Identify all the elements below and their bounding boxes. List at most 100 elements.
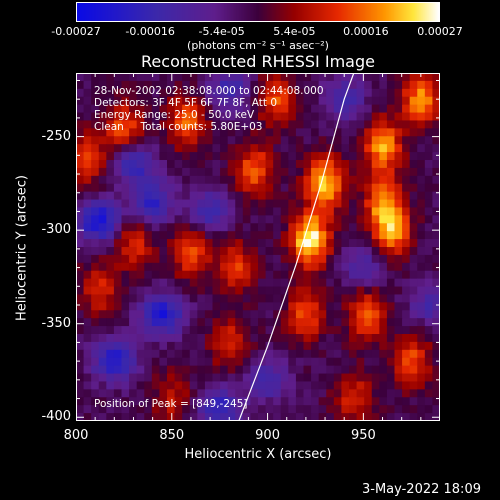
heatmap-cell [83, 175, 92, 185]
heatmap-cell [121, 88, 130, 98]
heatmap-cell [409, 373, 418, 383]
heatmap-cell [424, 215, 434, 224]
heatmap-cell [174, 357, 183, 367]
heatmap-cell [129, 96, 138, 106]
heatmap-cell [250, 144, 259, 153]
heatmap-cell [136, 136, 145, 145]
heatmap-cell [394, 199, 403, 209]
heatmap-cell [311, 160, 320, 169]
heatmap-cell [402, 167, 411, 177]
heatmap-cell [386, 96, 396, 106]
heatmap-cell [280, 231, 289, 240]
heatmap-cell [212, 326, 221, 335]
heatmap-cell [333, 239, 343, 248]
heatmap-cell [409, 357, 418, 367]
heatmap-cell [311, 357, 320, 367]
heatmap-cell [364, 278, 373, 288]
heatmap-cell [76, 310, 85, 319]
heatmap-cell [91, 254, 100, 264]
heatmap-cell [371, 120, 380, 129]
heatmap-cell [204, 302, 214, 311]
heatmap-cell [349, 239, 358, 248]
heatmap-cell [386, 144, 396, 153]
heatmap-cell [273, 326, 282, 335]
heatmap-cell [204, 341, 214, 351]
heatmap-cell [98, 112, 107, 122]
heatmap-cell [349, 183, 358, 193]
heatmap-cell [333, 144, 343, 153]
heatmap-cell [250, 112, 259, 122]
heatmap-cell [113, 413, 123, 421]
heatmap-cell [371, 286, 380, 296]
heatmap-cell [364, 365, 373, 375]
heatmap-cell [265, 318, 274, 327]
heatmap-cell [379, 112, 388, 122]
heatmap-cell [204, 270, 214, 280]
heatmap-cell [341, 247, 350, 256]
heatmap-cell [303, 334, 312, 343]
heatmap-cell [167, 349, 176, 359]
heatmap-cell [144, 341, 153, 351]
heatmap-cell [280, 349, 289, 359]
heatmap-cell [417, 73, 426, 82]
heatmap-cell [333, 120, 343, 129]
heatmap-cell [106, 183, 115, 193]
heatmap-cell [121, 96, 130, 106]
heatmap-cell [212, 294, 221, 303]
heatmap-cell [349, 128, 358, 137]
heatmap-cell [189, 120, 198, 129]
heatmap-cell [326, 215, 335, 224]
heatmap-cell [356, 310, 365, 319]
heatmap-cell [151, 326, 161, 335]
heatmap-cell [265, 128, 274, 137]
heatmap-cell [280, 247, 289, 256]
heatmap-cell [273, 144, 282, 153]
heatmap-cell [280, 357, 289, 367]
heatmap-cell [432, 326, 440, 335]
heatmap-cell [242, 128, 252, 137]
heatmap-cell [349, 294, 358, 303]
heatmap-cell [432, 136, 440, 145]
heatmap-cell [121, 73, 130, 82]
heatmap-cell [371, 365, 380, 375]
heatmap-cell [182, 112, 191, 122]
heatmap-cell [311, 318, 320, 327]
heatmap-cell [174, 397, 183, 406]
heatmap-cell [129, 73, 138, 82]
heatmap-cell [212, 160, 221, 169]
heatmap-cell [409, 310, 418, 319]
heatmap-cell [318, 160, 327, 169]
heatmap-cell [333, 262, 343, 272]
heatmap-cell [333, 136, 343, 145]
heatmap-cell [432, 167, 440, 177]
heatmap-cell [144, 104, 153, 114]
heatmap-cell [326, 341, 335, 351]
heatmap-cell [136, 223, 145, 232]
heatmap-cell [91, 160, 100, 169]
heatmap-cell [151, 73, 161, 82]
heatmap-cell [159, 215, 168, 224]
heatmap-cell [144, 270, 153, 280]
heatmap-cell [220, 310, 229, 319]
heatmap-cell [432, 278, 440, 288]
heatmap-cell [189, 136, 198, 145]
heatmap-cell [417, 318, 426, 327]
heatmap-cell [129, 167, 138, 177]
heatmap-cell [197, 215, 206, 224]
heatmap-cell [318, 286, 327, 296]
heatmap-cell [83, 96, 92, 106]
heatmap-cell [432, 144, 440, 153]
heatmap-cell [424, 349, 434, 359]
heatmap-cell [432, 239, 440, 248]
heatmap-cell [98, 334, 107, 343]
heatmap-cell [424, 270, 434, 280]
heatmap-cell [91, 175, 100, 185]
heatmap-cell [113, 373, 123, 383]
heatmap-cell [295, 341, 305, 351]
heatmap-cell [318, 389, 327, 398]
heatmap-cell [212, 247, 221, 256]
heatmap-cell [91, 112, 100, 122]
heatmap-cell [432, 104, 440, 114]
heatmap-cell [250, 302, 259, 311]
heatmap-cell [220, 144, 229, 153]
